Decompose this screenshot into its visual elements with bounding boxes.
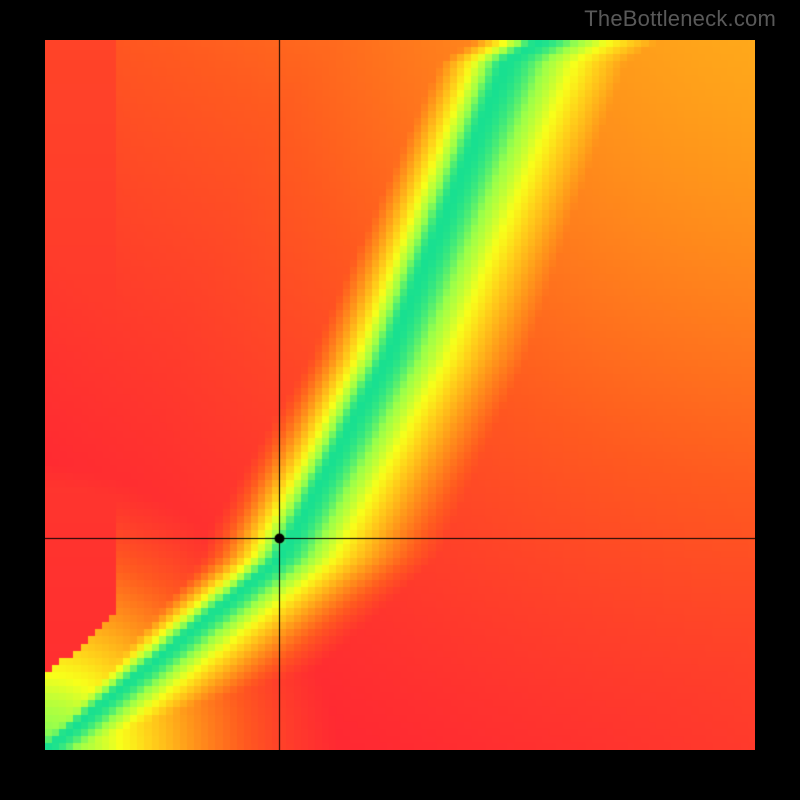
watermark-text: TheBottleneck.com: [584, 6, 776, 32]
chart-container: TheBottleneck.com: [0, 0, 800, 800]
heatmap-plot: [45, 40, 755, 750]
